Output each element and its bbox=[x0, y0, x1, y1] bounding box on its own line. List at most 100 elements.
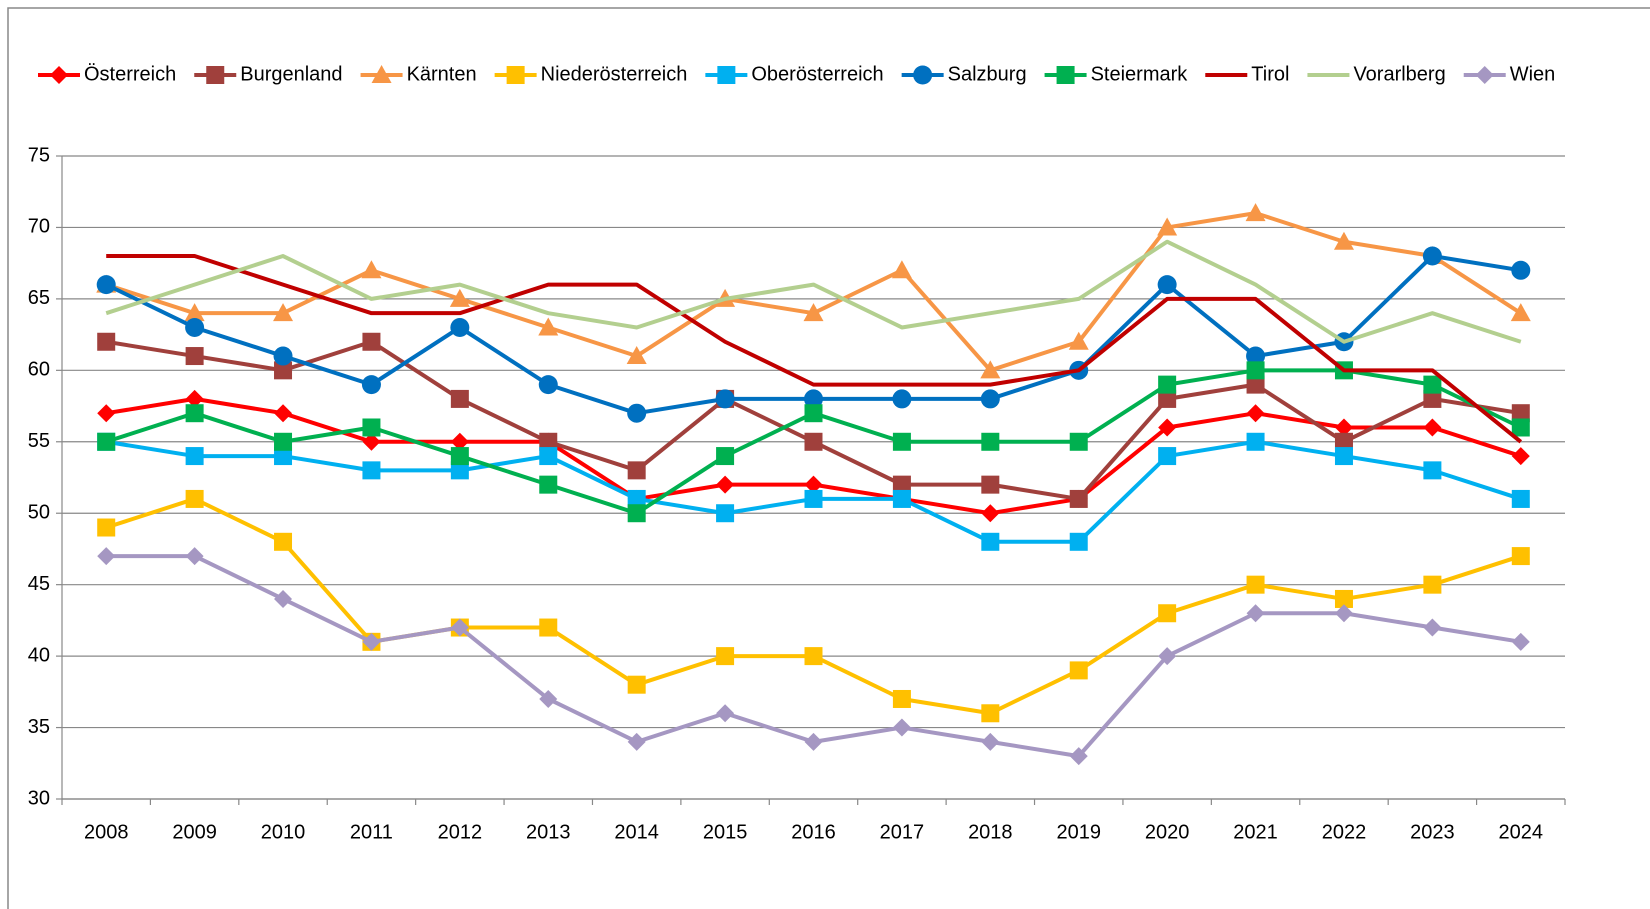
marker bbox=[1246, 361, 1265, 380]
marker bbox=[804, 389, 823, 409]
marker bbox=[1511, 260, 1531, 280]
marker bbox=[1246, 404, 1265, 423]
marker bbox=[1157, 217, 1178, 236]
marker bbox=[1158, 375, 1177, 394]
marker bbox=[1158, 418, 1177, 437]
marker bbox=[892, 489, 911, 508]
marker bbox=[627, 461, 646, 480]
marker bbox=[1245, 203, 1266, 222]
marker bbox=[1158, 604, 1177, 623]
marker bbox=[1069, 432, 1088, 451]
marker bbox=[506, 66, 525, 84]
marker bbox=[627, 489, 646, 508]
legend-label: Vorarlberg bbox=[1353, 63, 1445, 85]
marker bbox=[892, 389, 912, 409]
marker bbox=[715, 389, 735, 409]
marker bbox=[1246, 604, 1265, 623]
marker bbox=[96, 275, 116, 295]
marker bbox=[804, 404, 823, 423]
series bbox=[97, 547, 1530, 766]
marker bbox=[716, 447, 735, 466]
series bbox=[105, 239, 1522, 344]
series bbox=[97, 361, 1530, 523]
x-tick-label: 2008 bbox=[84, 821, 129, 843]
marker bbox=[362, 332, 381, 351]
marker bbox=[716, 704, 735, 723]
marker bbox=[1511, 418, 1530, 437]
marker bbox=[1511, 404, 1530, 423]
marker bbox=[273, 346, 293, 366]
marker bbox=[1246, 575, 1265, 594]
marker bbox=[1511, 632, 1530, 651]
marker bbox=[981, 732, 1000, 751]
legend-label: Salzburg bbox=[948, 63, 1027, 85]
series-line bbox=[106, 254, 1523, 444]
marker bbox=[273, 303, 294, 322]
marker bbox=[185, 347, 204, 366]
legend-item: Burgenland bbox=[194, 63, 343, 85]
marker bbox=[980, 360, 1001, 379]
y-tick-label: 65 bbox=[28, 287, 50, 309]
marker bbox=[716, 504, 735, 523]
marker bbox=[1069, 747, 1088, 766]
marker bbox=[185, 447, 204, 466]
x-tick-label: 2012 bbox=[438, 821, 483, 843]
x-tick-label: 2019 bbox=[1056, 821, 1101, 843]
marker bbox=[804, 475, 823, 494]
legend-label: Niederösterreich bbox=[541, 63, 688, 85]
marker bbox=[274, 404, 293, 423]
marker bbox=[539, 689, 558, 708]
series bbox=[106, 254, 1523, 444]
marker bbox=[185, 547, 204, 566]
marker bbox=[361, 260, 382, 279]
x-tick-label: 2020 bbox=[1145, 821, 1190, 843]
x-tick-label: 2011 bbox=[350, 821, 393, 843]
marker bbox=[1334, 447, 1353, 466]
x-tick-label: 2015 bbox=[703, 821, 748, 843]
marker bbox=[627, 675, 646, 694]
x-tick-label: 2016 bbox=[791, 821, 836, 843]
marker bbox=[1333, 231, 1354, 250]
marker bbox=[1423, 461, 1442, 480]
x-tick-label: 2023 bbox=[1410, 821, 1455, 843]
marker bbox=[892, 475, 911, 494]
marker bbox=[1056, 66, 1075, 84]
legend-item: Salzburg bbox=[901, 63, 1027, 85]
marker bbox=[981, 475, 1000, 494]
marker bbox=[185, 404, 204, 423]
marker bbox=[892, 689, 911, 708]
marker bbox=[362, 461, 381, 480]
legend-item: Niederösterreich bbox=[494, 63, 688, 85]
series-line bbox=[105, 239, 1522, 344]
marker bbox=[716, 475, 735, 494]
y-tick-label: 40 bbox=[28, 644, 50, 666]
marker bbox=[1511, 489, 1530, 508]
marker bbox=[539, 618, 558, 637]
marker bbox=[981, 704, 1000, 723]
legend-label: Kärnten bbox=[407, 63, 477, 85]
marker bbox=[717, 66, 736, 84]
y-tick-label: 70 bbox=[28, 216, 50, 238]
marker bbox=[184, 303, 205, 322]
marker bbox=[450, 447, 469, 466]
marker bbox=[892, 432, 911, 451]
marker bbox=[449, 288, 470, 307]
marker bbox=[538, 317, 559, 336]
marker bbox=[361, 375, 381, 395]
marker bbox=[1511, 547, 1530, 566]
y-tick-label: 60 bbox=[28, 359, 50, 381]
marker bbox=[362, 432, 381, 451]
marker bbox=[274, 532, 293, 551]
marker bbox=[539, 432, 558, 451]
legend-label: Wien bbox=[1510, 63, 1556, 85]
marker bbox=[981, 432, 1000, 451]
marker bbox=[362, 632, 381, 651]
marker bbox=[274, 361, 293, 380]
marker bbox=[1334, 432, 1353, 451]
marker bbox=[97, 547, 116, 566]
marker bbox=[627, 504, 646, 523]
legend-item: Tirol bbox=[1205, 63, 1289, 85]
chart-frame bbox=[7, 7, 1650, 909]
x-tick-label: 2024 bbox=[1499, 821, 1544, 843]
legend-item: Vorarlberg bbox=[1307, 63, 1446, 85]
